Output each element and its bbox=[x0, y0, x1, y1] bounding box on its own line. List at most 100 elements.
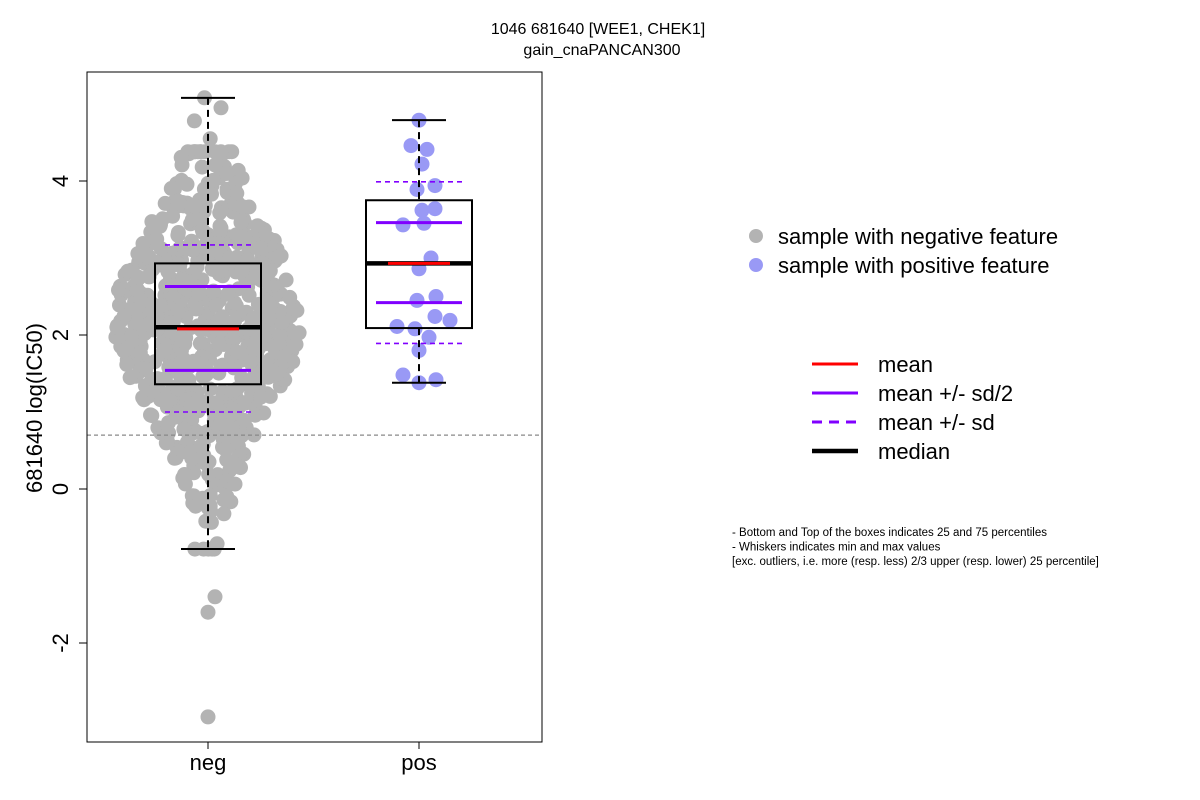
neg-point bbox=[224, 144, 240, 160]
pos-point bbox=[427, 309, 443, 324]
pos-point bbox=[403, 138, 419, 154]
neg-point bbox=[186, 113, 202, 129]
neg-point bbox=[207, 144, 223, 160]
neg-point bbox=[191, 284, 207, 300]
neg-point bbox=[166, 181, 182, 197]
neg-point bbox=[183, 396, 199, 412]
x-tick-label: pos bbox=[401, 750, 436, 775]
neg-point bbox=[161, 425, 177, 441]
neg-point bbox=[153, 298, 168, 314]
x-tick-label: neg bbox=[190, 750, 227, 775]
neg-point bbox=[184, 233, 199, 249]
neg-point bbox=[246, 263, 262, 279]
neg-point bbox=[170, 304, 186, 320]
neg-point bbox=[289, 303, 305, 318]
legend: sample with negative feature sample with … bbox=[749, 224, 1058, 464]
neg-point bbox=[202, 381, 218, 397]
neg-point bbox=[229, 185, 245, 201]
neg-point bbox=[132, 345, 148, 360]
neg-box bbox=[154, 262, 262, 386]
pos-point bbox=[427, 178, 443, 194]
neg-point bbox=[130, 282, 146, 298]
neg-point bbox=[270, 249, 286, 265]
neg-point bbox=[176, 421, 192, 437]
neg-point bbox=[161, 359, 177, 375]
pos-point bbox=[414, 156, 430, 172]
neg-point bbox=[235, 199, 250, 215]
stats-layer bbox=[87, 96, 542, 551]
y-tick-label: -2 bbox=[48, 633, 73, 653]
neg-point bbox=[174, 157, 190, 173]
neg-point bbox=[286, 338, 302, 354]
neg-outlier-point bbox=[200, 709, 216, 725]
neg-point bbox=[123, 328, 139, 344]
neg-point bbox=[272, 328, 288, 344]
neg-point bbox=[203, 514, 219, 530]
neg-outlier-point bbox=[207, 589, 223, 605]
neg-point bbox=[157, 341, 173, 357]
neg-point bbox=[269, 366, 285, 382]
neg-point bbox=[212, 205, 228, 221]
neg-point bbox=[202, 131, 218, 147]
neg-point bbox=[194, 159, 210, 175]
neg-point bbox=[157, 195, 173, 211]
y-axis-label: 681640 log(IC50) bbox=[22, 323, 47, 493]
pos-point bbox=[442, 312, 458, 328]
neg-point bbox=[213, 100, 229, 116]
chart-subtitle: gain_cnaPANCAN300 bbox=[523, 42, 680, 59]
neg-point bbox=[243, 353, 259, 369]
pos-point bbox=[411, 342, 427, 358]
neg-point bbox=[188, 498, 204, 514]
neg-point bbox=[262, 300, 278, 316]
neg-point bbox=[229, 344, 245, 360]
neg-point bbox=[213, 416, 229, 432]
neg-point bbox=[195, 368, 211, 384]
neg-point bbox=[149, 231, 165, 247]
neg-point bbox=[236, 395, 252, 411]
y-tick-label: 4 bbox=[48, 175, 73, 187]
legend-line-label: mean +/- sd bbox=[878, 410, 995, 435]
plot-frame bbox=[86, 71, 543, 743]
neg-point bbox=[109, 319, 125, 335]
legend-point-marker bbox=[749, 229, 763, 243]
notes: - Bottom and Top of the boxes indicates … bbox=[732, 527, 1099, 568]
neg-point bbox=[141, 269, 157, 285]
pos-point bbox=[428, 372, 444, 388]
neg-point bbox=[179, 176, 195, 192]
neg-point bbox=[208, 297, 224, 313]
neg-point bbox=[182, 359, 197, 375]
legend-point-marker bbox=[749, 258, 763, 272]
neg-point bbox=[135, 236, 151, 251]
pos-point bbox=[421, 329, 437, 345]
note-line: [exc. outliers, i.e. more (resp. less) 2… bbox=[732, 556, 1099, 568]
neg-point bbox=[188, 198, 203, 214]
neg-point bbox=[116, 308, 132, 324]
note-line: - Whiskers indicates min and max values bbox=[732, 542, 941, 554]
neg-point bbox=[211, 336, 227, 352]
neg-point bbox=[219, 166, 235, 181]
note-line: - Bottom and Top of the boxes indicates … bbox=[732, 527, 1047, 539]
neg-point bbox=[130, 269, 146, 285]
neg-point bbox=[205, 172, 221, 188]
neg-point bbox=[214, 309, 230, 325]
neg-point bbox=[247, 407, 263, 423]
legend-line-label: mean bbox=[878, 352, 933, 377]
pos-point bbox=[414, 202, 430, 218]
neg-point bbox=[145, 384, 161, 400]
neg-point bbox=[170, 225, 186, 240]
pos-point bbox=[395, 217, 411, 233]
pos-point bbox=[409, 182, 425, 197]
neg-outlier-point bbox=[200, 604, 216, 620]
neg-point bbox=[253, 240, 268, 256]
neg-point bbox=[209, 536, 225, 552]
neg-point bbox=[246, 310, 262, 326]
neg-point bbox=[193, 438, 209, 454]
legend-point-label: sample with positive feature bbox=[778, 253, 1049, 278]
neg-point bbox=[160, 264, 176, 280]
legend-line-label: mean +/- sd/2 bbox=[878, 381, 1013, 406]
neg-point bbox=[285, 354, 301, 370]
pos-point bbox=[395, 367, 411, 383]
neg-point bbox=[111, 282, 126, 298]
neg-point bbox=[202, 488, 218, 504]
neg-point bbox=[152, 218, 168, 234]
